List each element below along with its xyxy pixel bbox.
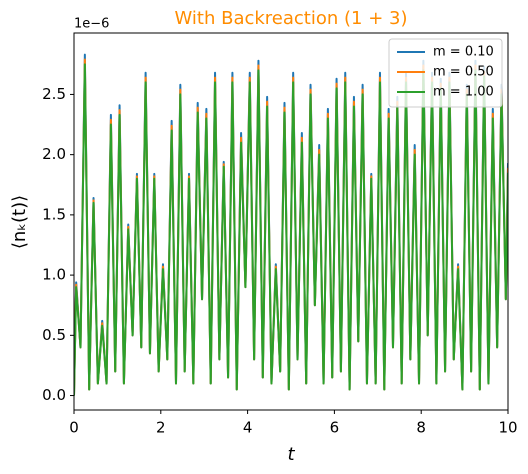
y-tick-label: 2.5 xyxy=(42,85,66,103)
legend-box xyxy=(388,38,503,108)
x-tick-label: 6 xyxy=(330,419,340,437)
y-tick-label: 1.0 xyxy=(42,266,66,284)
legend-label: m = 1.00 xyxy=(433,85,494,100)
y-tick-label: 0.0 xyxy=(42,386,66,404)
x-tick-label: 2 xyxy=(156,419,166,437)
line-series xyxy=(74,63,508,396)
plot-frame xyxy=(73,32,509,411)
y-tick-label: 1.5 xyxy=(42,205,66,223)
y-tick-label: 2.0 xyxy=(42,145,66,163)
chart-title: With Backreaction (1 + 3) xyxy=(175,8,408,29)
x-axis-label: t xyxy=(287,444,295,465)
y-offset-label: 1e−6 xyxy=(74,17,109,32)
legend-label: m = 0.50 xyxy=(433,65,494,80)
y-tick-label: 0.5 xyxy=(42,326,66,344)
x-tick-label: 8 xyxy=(416,419,426,437)
y-axis-label: ⟨nₖ(t)⟩ xyxy=(9,195,30,249)
x-tick-label: 10 xyxy=(498,419,517,437)
x-tick-label: 4 xyxy=(243,419,253,437)
x-tick-label: 0 xyxy=(69,419,79,437)
legend-label: m = 0.10 xyxy=(433,45,494,60)
